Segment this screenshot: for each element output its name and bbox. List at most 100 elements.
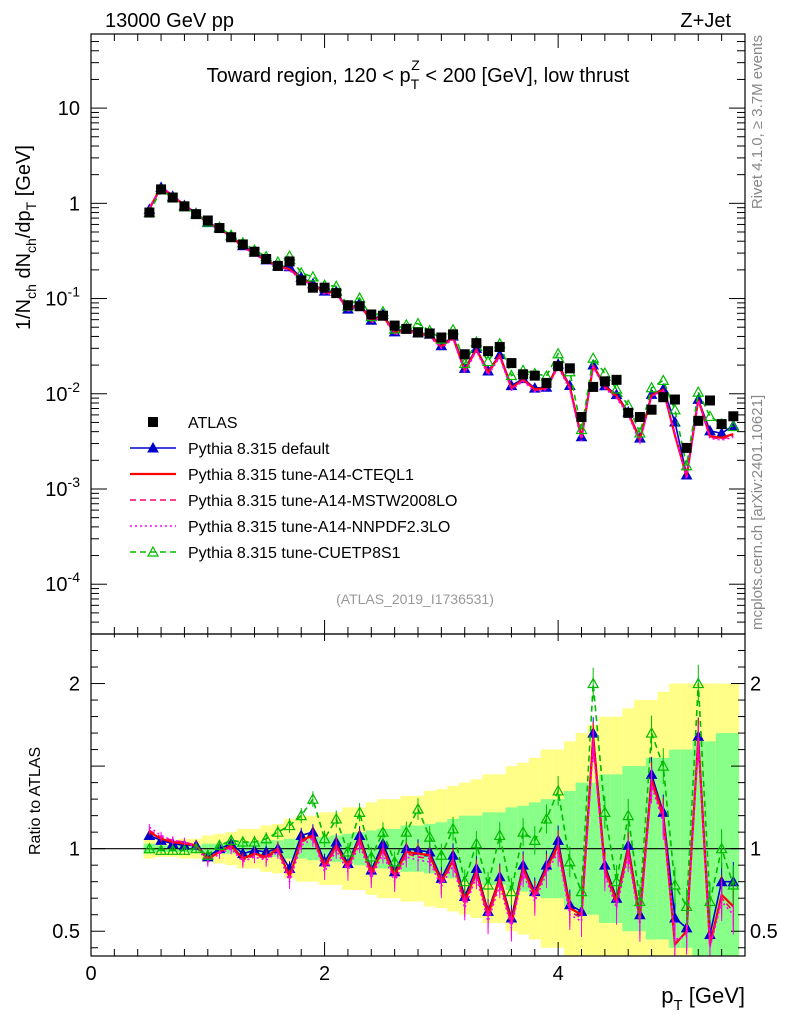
- atlas-data-point: [191, 209, 202, 220]
- atlas-data-point: [237, 239, 248, 250]
- atlas-data-point: [634, 412, 645, 423]
- main-series-point: [575, 423, 588, 435]
- ratio-series-point: [295, 809, 308, 821]
- ratio-series-point: [680, 900, 693, 912]
- main-series-point: [680, 459, 693, 471]
- ratio-series-point: [610, 875, 623, 887]
- ratio-series-point: [645, 726, 658, 738]
- rivet-version: Rivet 4.1.0, ≥ 3.7M events: [749, 35, 766, 209]
- ratio-series-point: [692, 677, 705, 689]
- y-tick-label: 10: [58, 98, 80, 120]
- chart-title: Toward region, 120 < pTZ < 200 [GeV], lo…: [207, 57, 630, 92]
- atlas-data-point: [471, 338, 482, 349]
- header-right: Z+Jet: [680, 10, 731, 32]
- main-series-point: [668, 403, 681, 415]
- atlas-data-point: [506, 358, 517, 369]
- ratio-series-point: [213, 839, 226, 850]
- atlas-data-point: [156, 184, 167, 195]
- atlas-data-point: [611, 374, 622, 385]
- atlas-data-point: [249, 246, 260, 257]
- atlas-data-point: [728, 411, 739, 422]
- ratio-series-point: [353, 806, 366, 817]
- main-series-point: [458, 357, 471, 369]
- title-part-1: Toward region, 120 < p: [207, 65, 411, 87]
- atlas-data-point: [424, 328, 435, 339]
- main-series-point: [703, 410, 716, 422]
- atlas-data-point: [307, 282, 318, 293]
- ratio-series-point: [306, 792, 319, 804]
- atlas-data-point: [214, 223, 225, 234]
- ratio-series-point: [155, 844, 168, 855]
- atlas-data-point: [588, 381, 599, 392]
- ratio-series-point: [435, 849, 448, 860]
- ratio-series-point: [575, 885, 588, 897]
- y-tick-label: 1: [69, 193, 80, 215]
- atlas-data-point: [483, 346, 494, 357]
- atlas-data-point: [284, 256, 295, 267]
- main-series-point: [692, 385, 705, 397]
- main-series-line: [148, 185, 734, 480]
- atlas-data-point: [342, 300, 353, 311]
- atlas-data-point: [167, 192, 178, 203]
- atlas-data-point: [564, 363, 575, 374]
- atlas-data-point: [459, 349, 470, 360]
- legend-marker: [146, 545, 160, 557]
- legend-marker: [147, 441, 159, 453]
- ratio-tick-label: 0.5: [750, 921, 778, 943]
- ratio-series-point: [166, 844, 179, 855]
- legend: ATLAS Pythia 8.315 default Pythia 8.315 tu…: [130, 415, 457, 562]
- atlas-data-point: [658, 392, 669, 403]
- ratio-series-point: [493, 829, 506, 841]
- ratio-series-point: [248, 835, 261, 847]
- y-tick-label: 10-2: [45, 379, 80, 406]
- ratio-series-point: [341, 845, 354, 857]
- ratio-series-point: [528, 834, 541, 846]
- ratio-series-point: [376, 825, 389, 837]
- main-series-point: [505, 369, 518, 381]
- legend-label: Pythia 8.315 tune-A14-CTEQL1: [188, 467, 414, 484]
- atlas-data-point: [389, 320, 400, 331]
- x-tick-label: 4: [553, 963, 564, 985]
- y-tick-label: 10-1: [45, 284, 80, 311]
- atlas-data-point: [541, 377, 552, 388]
- legend-marker: [148, 417, 158, 427]
- ratio-series-point: [423, 830, 436, 842]
- ratio-series-point: [411, 802, 425, 814]
- ratio-series-point: [727, 878, 740, 890]
- ratio-series-point: [365, 850, 378, 862]
- atlas-data-point: [553, 361, 564, 372]
- legend-label: Pythia 8.315 default: [188, 441, 330, 458]
- ratio-series-point: [271, 825, 284, 837]
- legend-label: Pythia 8.315 tune-A14-NNPDF2.3LO: [188, 519, 450, 536]
- atlas-data-point: [646, 404, 657, 415]
- atlas-data-point: [518, 369, 529, 380]
- title-sup: Z: [411, 57, 420, 73]
- legend-label: Pythia 8.315 tune-CUETP8S1: [188, 545, 401, 562]
- atlas-data-point: [179, 201, 190, 212]
- y-tick-label: 10-3: [45, 474, 80, 501]
- atlas-data-point: [623, 407, 634, 418]
- ratio-series-point: [587, 677, 600, 689]
- main-series: [143, 181, 740, 480]
- ratio-series-point: [563, 855, 576, 867]
- ratio-series-point: [505, 885, 518, 897]
- atlas-data-point: [599, 376, 610, 387]
- legend-label: ATLAS: [188, 415, 238, 432]
- main-series-point: [657, 374, 670, 386]
- ratio-tick-label: 2: [69, 674, 80, 696]
- ratio-tick-label: 1: [69, 839, 80, 861]
- atlas-data-point: [261, 254, 272, 265]
- atlas-data-point: [401, 323, 412, 334]
- main-series-point: [587, 352, 600, 363]
- atlas-data-point: [693, 415, 704, 426]
- ratio-series-point: [598, 806, 611, 817]
- atlas-data-point: [296, 275, 307, 286]
- ratio-series-point: [260, 832, 273, 844]
- title-part-2: < 200 [GeV], low thrust: [420, 65, 630, 87]
- atlas-data-point: [226, 232, 237, 243]
- ratio-series-point: [470, 837, 483, 849]
- analysis-id: (ATLAS_2019_I1736531): [336, 591, 494, 607]
- main-series-point: [306, 270, 319, 282]
